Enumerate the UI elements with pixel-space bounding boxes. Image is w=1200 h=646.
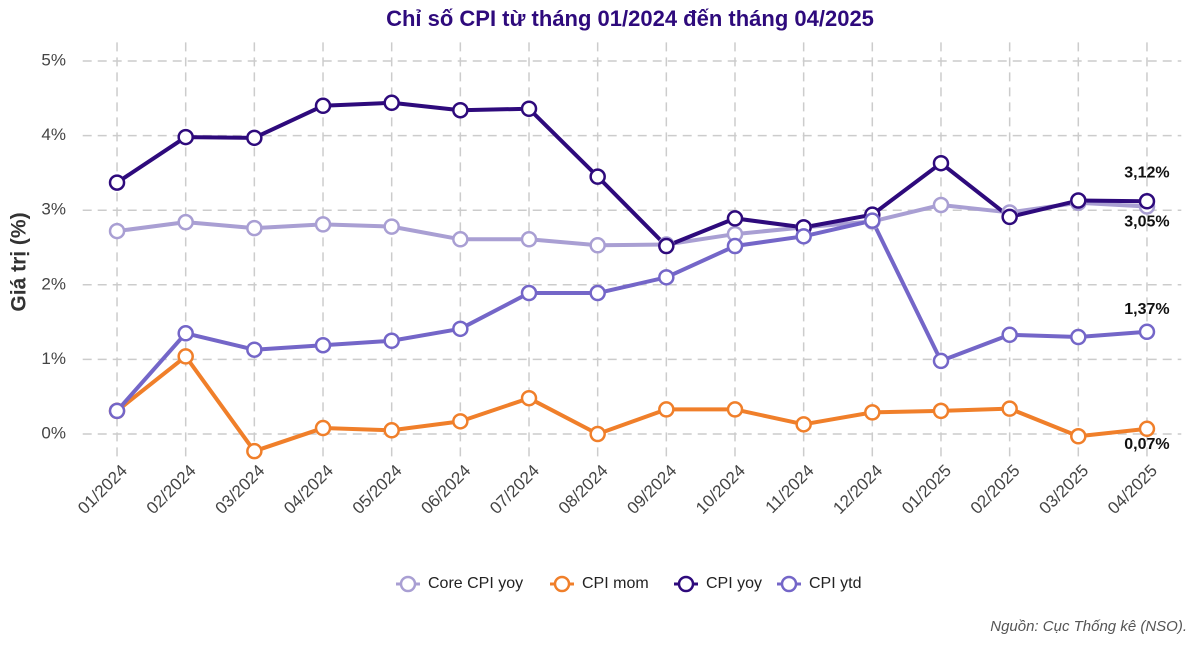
point — [658, 401, 675, 418]
x-tick-label: 12/2024 — [829, 461, 886, 518]
value-label: 0,07% — [1124, 436, 1169, 453]
y-tick-label: 0% — [41, 424, 66, 443]
x-tick-label: 10/2024 — [692, 461, 749, 518]
y-tick-label: 5% — [41, 50, 66, 69]
point — [520, 100, 538, 117]
point — [726, 401, 744, 418]
point — [383, 332, 400, 350]
legend-label: CPI mom — [582, 575, 649, 592]
point — [452, 413, 469, 430]
value-label: 1,37% — [1124, 301, 1169, 318]
point — [589, 168, 606, 185]
point — [108, 222, 126, 240]
line — [115, 354, 1148, 454]
y-tick-label: 1% — [41, 349, 66, 368]
point — [520, 389, 538, 407]
source-note: Nguồn: Cục Thống kê (NSO). — [990, 618, 1187, 635]
line — [115, 218, 1148, 413]
point — [520, 231, 538, 248]
x-tick-label: 05/2024 — [349, 461, 406, 518]
point — [177, 213, 194, 231]
legend-symbol — [677, 575, 695, 593]
point — [589, 425, 606, 443]
x-tick-label: 02/2025 — [967, 461, 1024, 518]
point — [177, 348, 194, 365]
point — [932, 352, 950, 370]
value-label: 3,12% — [1124, 164, 1169, 181]
point — [658, 269, 675, 286]
point — [246, 129, 263, 147]
point — [452, 101, 469, 119]
legend-label: CPI ytd — [809, 575, 861, 592]
x-tick-label: 04/2025 — [1104, 461, 1161, 518]
y-axis-label: Giá trị (%) — [8, 212, 31, 311]
point — [932, 154, 950, 172]
point — [1070, 328, 1087, 346]
point — [1001, 400, 1018, 417]
legend-symbol — [780, 575, 798, 593]
chart-title: Chỉ số CPI từ tháng 01/2024 đến tháng 04… — [386, 6, 874, 31]
x-tick-label: 11/2024 — [762, 461, 818, 517]
point — [1138, 420, 1156, 438]
y-tick-label: 3% — [41, 200, 66, 219]
point — [795, 416, 812, 433]
point — [795, 228, 812, 245]
point — [108, 402, 126, 420]
x-tick-label: 09/2024 — [623, 461, 680, 518]
x-tick-label: 08/2024 — [555, 461, 612, 518]
x-tick-label: 03/2025 — [1035, 461, 1092, 518]
point — [452, 320, 469, 338]
legend-symbol — [399, 575, 417, 593]
point — [314, 216, 332, 233]
point — [1001, 326, 1018, 344]
point — [314, 419, 332, 437]
point — [246, 341, 263, 358]
point — [520, 284, 538, 302]
point — [383, 94, 400, 112]
point — [726, 237, 744, 255]
point — [864, 212, 881, 229]
line — [115, 100, 1147, 249]
x-tick-label: 04/2024 — [280, 461, 337, 518]
point — [932, 402, 950, 420]
x-tick-label: 01/2025 — [898, 461, 955, 518]
point — [864, 404, 881, 421]
line — [116, 200, 1148, 248]
point — [177, 325, 194, 342]
point — [383, 218, 400, 235]
legend-symbol — [553, 575, 571, 593]
point — [932, 196, 950, 214]
point — [452, 231, 469, 248]
point — [1070, 428, 1087, 445]
x-tick-label: 07/2024 — [486, 461, 543, 518]
point — [314, 336, 332, 354]
y-tick-label: 2% — [41, 274, 66, 293]
y-tick-label: 4% — [41, 125, 66, 144]
point — [108, 174, 126, 191]
point — [246, 219, 263, 237]
point — [1001, 208, 1018, 226]
legend-label: CPI yoy — [706, 575, 762, 592]
legend-label: Core CPI yoy — [428, 575, 523, 592]
grid — [82, 42, 1182, 457]
point — [726, 210, 744, 227]
point — [246, 442, 263, 460]
x-tick-label: 02/2024 — [143, 461, 200, 518]
x-tick-label: 01/2024 — [74, 461, 131, 518]
point — [177, 128, 194, 146]
point — [383, 422, 400, 439]
value-label: 3,05% — [1124, 214, 1169, 231]
point — [589, 284, 606, 302]
point — [658, 237, 675, 255]
point — [314, 97, 332, 115]
x-tick-label: 03/2024 — [211, 461, 268, 518]
point — [589, 237, 606, 254]
point — [1138, 193, 1156, 210]
point — [1070, 192, 1087, 209]
x-tick-label: 06/2024 — [417, 461, 474, 518]
point — [1138, 323, 1156, 341]
